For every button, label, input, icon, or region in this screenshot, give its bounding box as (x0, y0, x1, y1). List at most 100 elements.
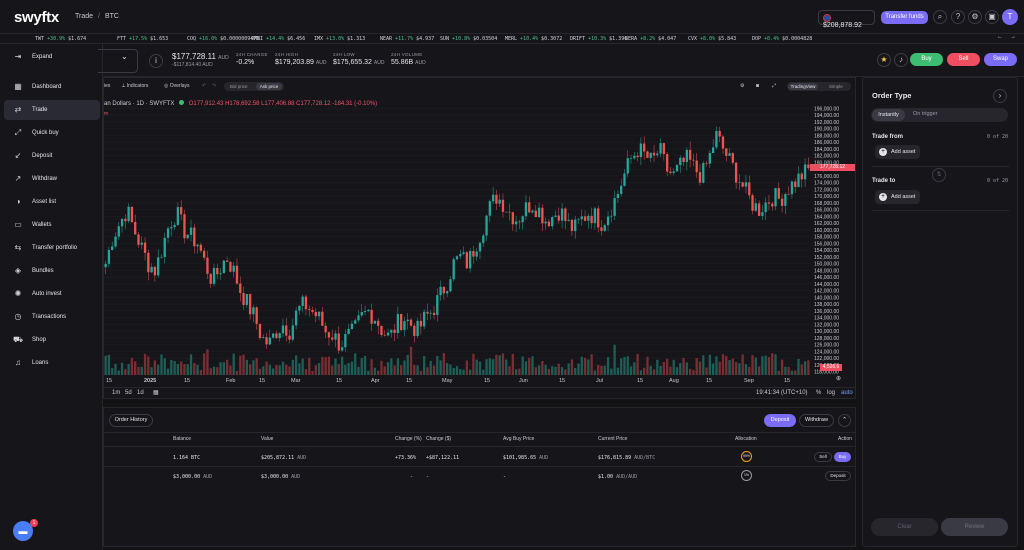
breadcrumb-trade[interactable]: Trade (75, 13, 94, 20)
ticker-item[interactable]: BERA +8.2% $4.047 (625, 36, 676, 42)
favorite-star-icon[interactable]: ★ (877, 53, 891, 67)
candle (708, 153, 711, 164)
row-deposit-button[interactable]: Deposit (825, 471, 851, 481)
transfer-funds-button[interactable]: Transfer funds (881, 11, 928, 24)
australia-flag-icon (823, 14, 831, 22)
ticker-item[interactable]: DRIFT +10.3% $1.396 (570, 36, 627, 42)
ticker-item[interactable]: IMX +13.0% $1.313 (314, 36, 365, 42)
portfolio-withdraw-button[interactable]: Withdraw (799, 414, 834, 427)
ticker-item[interactable]: COQ +16.0% $0.0000009478 (187, 36, 259, 42)
swap-button[interactable]: Swap (984, 53, 1017, 66)
chevron-right-icon[interactable]: › (993, 89, 1007, 103)
ticker-item[interactable]: OMNI +14.4% $6.456 (251, 36, 305, 42)
price-axis[interactable]: 196,000.00194,000.00192,000.00190,000.00… (810, 102, 856, 378)
swyftx-logo[interactable]: swyftx (14, 9, 59, 26)
settings-icon[interactable]: ⚙ (740, 83, 745, 89)
sidebar-item-asset-list[interactable]: ◑ Asset list (4, 192, 100, 212)
range-1m[interactable]: 1m (112, 390, 121, 396)
log-scale-toggle[interactable]: log (827, 390, 836, 396)
avatar[interactable]: T (1002, 9, 1018, 25)
table-header[interactable]: Value (261, 436, 274, 442)
camera-icon[interactable]: ◙ (756, 83, 760, 89)
settings-icon[interactable]: ⚙ (968, 10, 982, 24)
table-header[interactable]: Allocation (735, 436, 757, 442)
sidebar-item-quick-buy[interactable]: ⤢ Quick buy (4, 123, 100, 143)
table-header[interactable]: Change (%) (395, 436, 422, 442)
chart-timeframe[interactable]: ies (104, 83, 111, 89)
trade-to-add-asset[interactable]: + Add asset (875, 190, 920, 204)
review-button[interactable]: Review (941, 518, 1008, 536)
buy-button[interactable]: Buy (910, 53, 943, 66)
candle (222, 260, 226, 274)
asset-selector[interactable] (98, 49, 138, 73)
ask-price-toggle[interactable]: Ask price (256, 83, 282, 90)
x-tick-label: Jun (519, 378, 528, 384)
candle (166, 228, 170, 238)
overlays-button[interactable]: ◎ Overlays (164, 83, 190, 89)
ticker-right-arrow[interactable]: → (1010, 34, 1016, 40)
gift-icon[interactable]: ▣ (985, 10, 999, 24)
chat-button[interactable]: ▬ (13, 521, 33, 541)
table-header[interactable]: Avg Buy Price (503, 436, 535, 442)
sidebar-item-withdraw[interactable]: ↗ Withdraw (4, 169, 100, 189)
tab-on-trigger[interactable]: On trigger (913, 111, 938, 117)
search-icon[interactable]: ⌕ (933, 10, 947, 24)
collapse-chevron-icon[interactable]: ⌃ (838, 414, 851, 427)
ticker-item[interactable]: FTT +17.5% $1.653 (117, 36, 168, 42)
candle (229, 261, 232, 272)
sidebar-item-bundles[interactable]: ◈ Bundles (4, 261, 100, 281)
clear-button[interactable]: Clear (871, 518, 938, 536)
sidebar-item-transactions[interactable]: ◷ Transactions (4, 307, 100, 327)
range-1d[interactable]: 1d (137, 390, 144, 396)
sidebar-item-deposit[interactable]: ↙ Deposit (4, 146, 100, 166)
table-header[interactable]: Current Price (598, 436, 628, 442)
tab-order-history[interactable]: Order History (109, 414, 153, 427)
ticker-item[interactable]: SUN +10.8% $0.03504 (440, 36, 497, 42)
asset-selector-chevron[interactable]: ⌄ (121, 52, 128, 61)
tradingview-toggle[interactable]: TradingView (788, 83, 818, 90)
row-buy-button[interactable]: Buy (834, 452, 851, 462)
candlestick-chart[interactable] (104, 102, 810, 378)
auto-scale-toggle[interactable]: auto (841, 390, 853, 396)
ticker-left-arrow[interactable]: ← (997, 34, 1003, 40)
table-header[interactable]: Balance (173, 436, 192, 442)
sidebar-item-expand[interactable]: ⇥ Expand (4, 47, 100, 67)
redo-icon[interactable]: ↷ (212, 83, 217, 89)
row-sell-button[interactable]: Sell (814, 452, 832, 462)
sidebar-item-transfer-portfolio[interactable]: ⇆ Transfer portfolio (4, 238, 100, 258)
percent-scale-toggle[interactable]: % (816, 390, 822, 396)
range-5d[interactable]: 5d (125, 390, 132, 396)
chart-goto-icon[interactable]: ⊕ (836, 376, 842, 382)
help-icon[interactable]: ? (951, 10, 965, 24)
time-axis[interactable]: 15 2025 15 Feb 15 Mar 15 Apr 15 May 15 Jun 15 Jul 15 Au… (104, 375, 810, 385)
alert-bell-icon[interactable]: ♪ (894, 53, 908, 67)
table-header[interactable]: Change ($) (426, 436, 452, 442)
fullscreen-icon[interactable]: ⤢ (772, 83, 777, 89)
simple-toggle[interactable]: Simple (829, 84, 843, 89)
sidebar-item-loans[interactable]: ♫ Loans (4, 353, 100, 373)
volume-bar (485, 359, 488, 375)
sidebar-item-dashboard[interactable]: ▦ Dashboard (4, 77, 100, 97)
ticker-item[interactable]: MERL +10.4% $0.3072 (505, 36, 562, 42)
sidebar-item-shop[interactable]: ⛟ Shop (4, 330, 100, 350)
sidebar-item-wallets[interactable]: ▭ Wallets (4, 215, 100, 235)
info-icon[interactable]: i (149, 54, 163, 68)
ticker-item[interactable]: DOP +0.4% $0.0004828 (752, 36, 812, 42)
ticker-change: +16.0% (199, 36, 218, 42)
trade-from-add-asset[interactable]: + Add asset (875, 145, 920, 159)
ticker-item[interactable]: CVX +8.0% $5.843 (688, 36, 736, 42)
ticker-item[interactable]: NEAR +11.7% $4.937 (380, 36, 434, 42)
ticker-item[interactable]: TWT +30.9% $1.674 (35, 36, 86, 42)
sidebar-item-auto-invest[interactable]: ✺ Auto invest (4, 284, 100, 304)
tab-instantly[interactable]: Instantly (872, 109, 905, 121)
indicators-button[interactable]: ⟂ Indicators (122, 83, 149, 89)
sell-button[interactable]: Sell (947, 53, 980, 66)
account-balance[interactable]: $208,878.92 (818, 10, 875, 29)
bid-price-toggle[interactable]: Bid price (230, 84, 248, 89)
sidebar-item-trade[interactable]: ⇄ Trade (4, 100, 100, 120)
portfolio-deposit-button[interactable]: Deposit (764, 414, 796, 427)
table-header[interactable]: Action (838, 436, 852, 442)
swap-direction-icon[interactable]: ⇅ (932, 168, 946, 182)
undo-icon[interactable]: ↶ (202, 83, 207, 89)
calendar-icon[interactable]: ▦ (153, 390, 159, 396)
